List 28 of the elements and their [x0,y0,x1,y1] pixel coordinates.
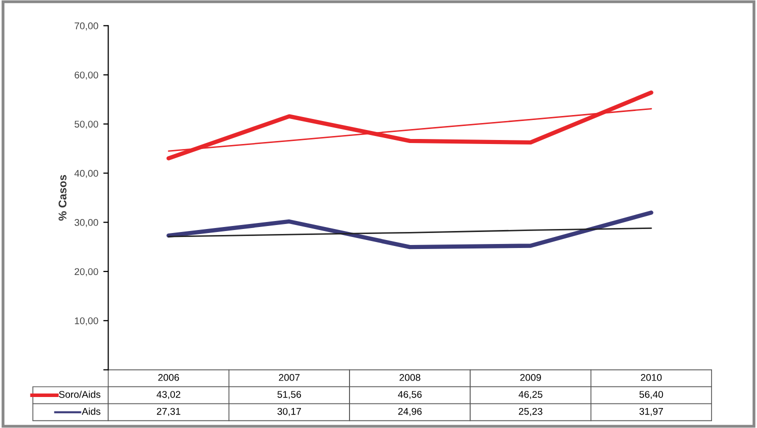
y-tick-label: 10,00 [74,317,98,326]
x-tick-label: 2010 [640,374,662,381]
data-label: 24,96 [398,408,422,416]
y-tick-label: 40,00 [74,170,98,178]
legend-label: Soro/Aids [59,390,100,398]
data-label: 43,02 [156,390,180,400]
y-tick-label: 50,00 [74,120,98,129]
data-label: 30,17 [277,408,301,416]
data-label: 56,40 [639,390,664,400]
y-tick-label: 20,00 [74,268,98,276]
x-tick-label: 2009 [520,374,541,381]
x-tick-label: 2008 [400,374,420,381]
x-tick-label: 2007 [278,374,300,381]
legend-label: Aids [82,408,100,415]
line-series [166,90,654,160]
y-tick-label: 30,00 [74,219,98,228]
x-tick-label: 2006 [158,374,179,381]
y-tick-label: 60,00 [74,72,98,80]
line-series [166,210,654,250]
data-label: 46,25 [518,390,542,400]
data-label: 46,56 [398,390,422,400]
y-tick-label: 70,00 [74,22,98,30]
line-series [168,228,652,238]
data-label: 25,23 [518,408,542,416]
data-label: 27,31 [156,408,180,416]
y-axis-title: % Casos [58,175,66,221]
data-label: 51,56 [277,390,301,400]
data-label: 31,97 [639,408,663,416]
